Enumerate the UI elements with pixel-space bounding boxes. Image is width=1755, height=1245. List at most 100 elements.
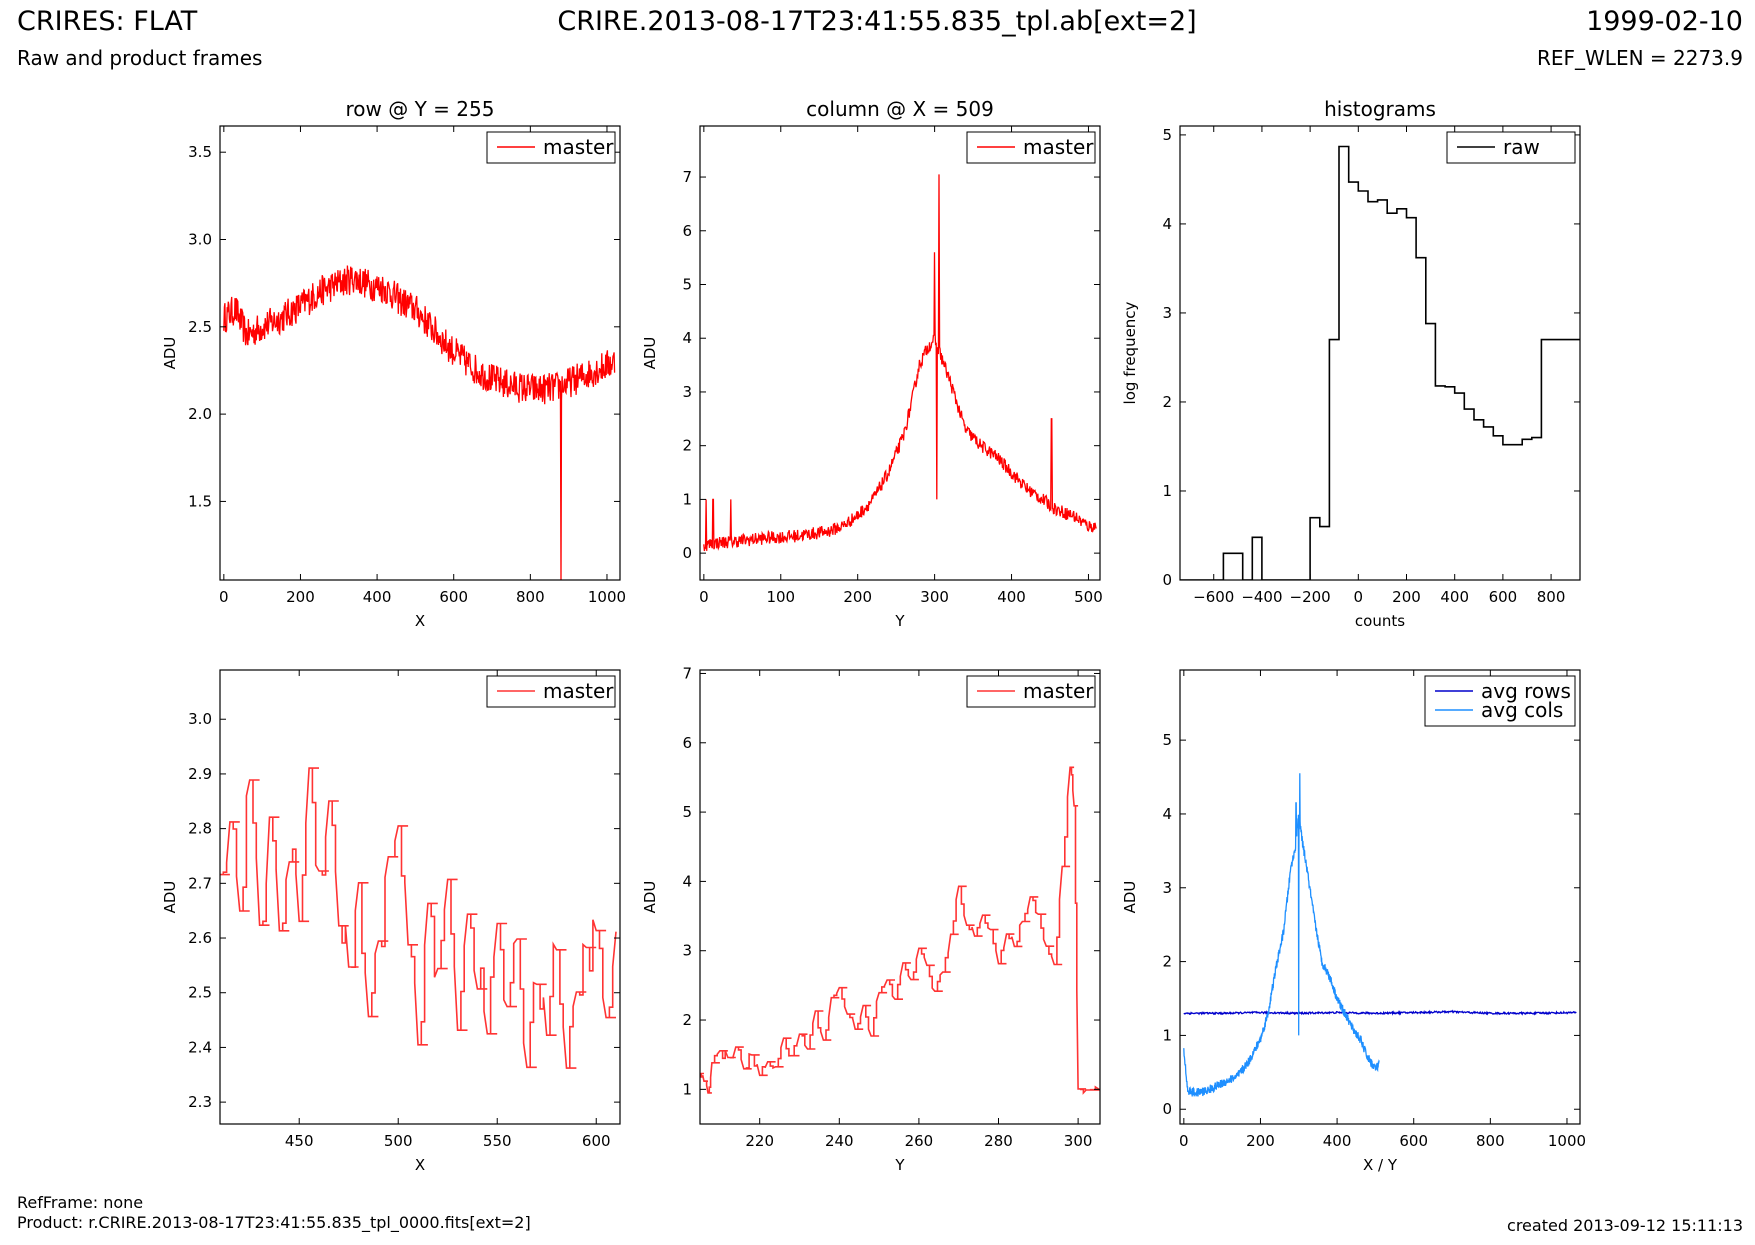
y-tick-label: 2.7 [188,874,212,892]
plot-frame [219,125,621,581]
x-tick-label: 450 [285,1132,314,1150]
x-tick-label: 300 [920,588,949,606]
y-tick-label: 3 [682,942,692,960]
x-tick-label: 260 [905,1132,934,1150]
plot-frame [1179,125,1581,581]
y-tick-label: 5 [682,275,692,293]
x-axis-label: Y [894,1156,905,1174]
x-tick-label: 200 [286,588,315,606]
series-line-master [220,767,617,1069]
y-tick-label: 5 [682,803,692,821]
legend-label: avg cols [1481,698,1563,722]
x-tick-label: 100 [766,588,795,606]
x-tick-label: 550 [483,1132,512,1150]
y-tick-label: 5 [1162,731,1172,749]
y-axis-label: ADU [161,337,179,370]
x-tick-label: 200 [843,588,872,606]
chart-title: column @ X = 509 [806,97,994,121]
x-tick-label: 600 [582,1132,611,1150]
plot-frame [1179,669,1581,1125]
refframe-label: RefFrame: none [17,1193,144,1212]
series-line-master [703,174,1097,552]
y-tick-label: 6 [682,734,692,752]
y-tick-label: 2.8 [188,820,212,838]
x-tick-label: 0 [1179,1132,1189,1150]
x-tick-label: −200 [1290,588,1331,606]
y-axis-label: ADU [161,881,179,914]
legend-label: raw [1503,135,1540,159]
x-tick-label: 1000 [1548,1132,1586,1150]
date-label: 1999-02-10 [1586,6,1743,37]
y-axis-label: ADU [1121,881,1139,914]
x-axis-label: X [415,1156,425,1174]
created-label: created 2013-09-12 15:11:13 [1507,1216,1743,1235]
legend-label: master [1023,135,1094,159]
y-tick-label: 2.5 [188,318,212,336]
plot-frame [699,669,1101,1125]
y-axis-label: ADU [641,881,659,914]
x-tick-label: 500 [1074,588,1103,606]
legend-label: avg rows [1481,679,1571,703]
legend-label: master [543,135,614,159]
y-tick-label: 3.5 [188,143,212,161]
x-tick-label: 400 [1440,588,1469,606]
chart-title: row @ Y = 255 [346,97,495,121]
legend-box [1424,675,1576,727]
y-tick-label: 0 [682,544,692,562]
x-tick-label: 800 [1476,1132,1505,1150]
ref-wlen-label: REF_WLEN = 2273.9 [1536,46,1743,70]
y-tick-label: 2.6 [188,929,212,947]
series-line-avg-rows [1183,1009,1577,1016]
x-axis-label: Y [894,612,905,630]
y-tick-label: 3 [1162,879,1172,897]
x-tick-label: 1000 [588,588,626,606]
x-tick-label: 600 [439,588,468,606]
y-tick-label: 6 [682,222,692,240]
legend-label: master [543,679,614,703]
chart-panel-6: 0 200 400 600 800 1000 0 1 2 3 4 5 X / Y ADU avg rowsa… [1121,669,1586,1174]
x-tick-label: −400 [1241,588,1282,606]
y-tick-label: 4 [682,329,692,347]
series-line-avg-cols [1183,773,1380,1097]
y-tick-label: 7 [682,168,692,186]
y-tick-label: 3 [682,383,692,401]
x-tick-label: 400 [1323,1132,1352,1150]
y-tick-label: 2.3 [188,1093,212,1111]
legend-label: master [1023,679,1094,703]
x-tick-label: −600 [1193,588,1234,606]
y-tick-label: 2.0 [188,405,212,423]
y-tick-label: 5 [1162,126,1172,144]
y-tick-label: 2 [682,437,692,455]
x-tick-label: 300 [1064,1132,1093,1150]
x-tick-label: 500 [384,1132,413,1150]
y-tick-label: 4 [682,872,692,890]
y-tick-label: 7 [682,664,692,682]
y-tick-label: 3.0 [188,231,212,249]
x-tick-label: 600 [1489,588,1518,606]
series-line-master [223,265,616,580]
y-axis-label: log frequency [1121,301,1139,404]
y-tick-label: 2 [1162,953,1172,971]
file-title: CRIRE.2013-08-17T23:41:55.835_tpl.ab[ext… [557,6,1197,37]
y-tick-label: 2.5 [188,984,212,1002]
x-tick-label: 400 [363,588,392,606]
y-tick-label: 1.5 [188,492,212,510]
y-tick-label: 0 [1162,1100,1172,1118]
chart-panel-1: 0 200 400 600 800 1000 1.5 2.0 2.5 3.0 3.5 X ADU row … [161,97,626,630]
chart-panel-3: −600 −400 −200 0 200 400 600 800 0 1 2 3 4 5 counts log… [1121,97,1581,630]
y-tick-label: 4 [1162,805,1172,823]
plot-frame [699,125,1101,581]
chart-panel-4: 450 500 550 600 2.3 2.4 2.5 2.6 2.7 2.8 2.9 3.0 X ADU… [161,669,621,1174]
chart-panel-2: 0 100 200 300 400 500 0 1 2 3 4 5 6 7 Y ADU column @ X =… [641,97,1103,630]
y-tick-label: 2.9 [188,765,212,783]
x-tick-label: 0 [219,588,229,606]
y-tick-label: 3 [1162,304,1172,322]
y-tick-label: 2 [1162,393,1172,411]
figure-title: CRIRES: FLAT [17,6,198,37]
plot-frame [219,669,621,1125]
y-axis-label: ADU [641,337,659,370]
x-tick-label: 280 [984,1132,1013,1150]
chart-title: histograms [1324,97,1436,121]
chart-panel-5: 220 240 260 280 300 1 2 3 4 5 6 7 Y ADU master [641,664,1101,1174]
